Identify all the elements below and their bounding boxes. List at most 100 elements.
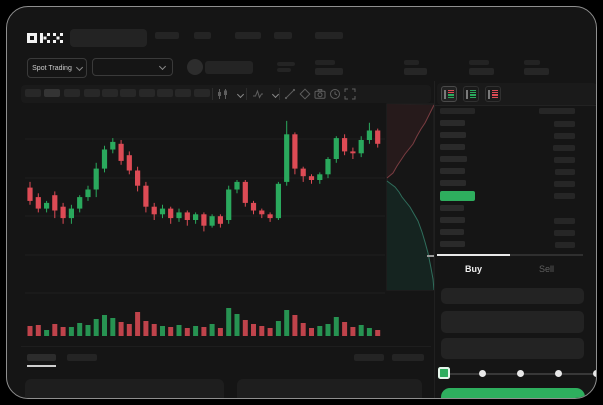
book-glyph-bar xyxy=(488,89,490,99)
book-glyph-row xyxy=(448,91,454,94)
toolbar-divider xyxy=(246,88,247,100)
price-placeholder xyxy=(277,62,295,66)
candle-type-icon[interactable] xyxy=(217,88,229,100)
book-glyph-row xyxy=(492,94,498,96)
slider-stop-25[interactable] xyxy=(478,370,486,377)
toolbar-button-placeholder[interactable] xyxy=(120,89,136,97)
toolbar-divider xyxy=(279,88,280,100)
trade-mode-label: Spot Trading xyxy=(32,64,72,72)
trade-mode-dropdown[interactable]: Spot Trading xyxy=(27,58,87,78)
chart-scale-button[interactable] xyxy=(354,354,384,361)
book-glyph xyxy=(486,87,500,101)
toolbar-button-placeholder[interactable] xyxy=(84,89,100,97)
nav-item-placeholder[interactable] xyxy=(274,32,292,39)
ask-size-placeholder[interactable] xyxy=(554,157,575,163)
bottom-tab-underline xyxy=(27,365,56,367)
stat-label-placeholder xyxy=(315,60,335,65)
ask-size-placeholder[interactable] xyxy=(555,169,575,175)
last-size-placeholder xyxy=(554,193,575,199)
price-field[interactable] xyxy=(441,311,584,333)
alert-clock-icon[interactable] xyxy=(329,88,341,100)
okx-logo[interactable] xyxy=(27,30,65,46)
search-input[interactable] xyxy=(70,29,147,47)
order-type-field[interactable] xyxy=(441,288,584,304)
stat-label-placeholder xyxy=(404,60,419,65)
history-panel xyxy=(237,379,422,398)
bid-size-placeholder[interactable] xyxy=(555,242,575,248)
chevron-down-icon xyxy=(75,63,83,71)
bottom-tab[interactable] xyxy=(67,354,97,361)
book-glyph xyxy=(442,87,456,101)
amount-field[interactable] xyxy=(441,338,584,359)
ask-price-placeholder[interactable] xyxy=(440,132,466,138)
book-glyph-row xyxy=(448,96,454,99)
book-bids-only-toggle-icon[interactable] xyxy=(463,86,479,102)
bid-size-placeholder[interactable] xyxy=(554,230,575,236)
orderbook-rows xyxy=(437,106,596,254)
trade-tabs: Buy Sell xyxy=(437,254,583,280)
toolbar-button-placeholder[interactable] xyxy=(44,89,60,97)
book-combined-toggle-icon[interactable] xyxy=(441,86,457,102)
bid-price-placeholder[interactable] xyxy=(440,205,464,211)
buy-submit-button[interactable] xyxy=(441,388,585,398)
amount-slider-handle[interactable] xyxy=(438,367,450,379)
book-glyph-row xyxy=(470,91,476,94)
camera-icon[interactable] xyxy=(314,88,326,100)
book-glyph xyxy=(464,87,478,101)
app-window: Spot Trading xyxy=(6,6,597,399)
bid-price-placeholder[interactable] xyxy=(440,217,465,223)
fullscreen-icon[interactable] xyxy=(344,88,356,100)
toolbar-button-placeholder[interactable] xyxy=(157,89,173,97)
nav-item-placeholder[interactable] xyxy=(235,32,261,39)
stat-value-placeholder xyxy=(524,68,549,75)
candlestick-chart[interactable] xyxy=(25,102,437,342)
buy-tab[interactable]: Buy xyxy=(437,254,510,280)
bottom-tab-active[interactable] xyxy=(27,354,56,361)
ask-size-placeholder[interactable] xyxy=(554,133,575,139)
bid-price-placeholder[interactable] xyxy=(440,229,464,235)
market-selector-dropdown[interactable] xyxy=(92,58,173,76)
ask-size-placeholder[interactable] xyxy=(554,121,575,127)
book-asks-only-toggle-icon[interactable] xyxy=(485,86,501,102)
slider-stop-75[interactable] xyxy=(554,370,562,377)
ob-header-size xyxy=(539,108,575,114)
stat-value-placeholder xyxy=(404,68,427,75)
stat-label-placeholder xyxy=(524,60,540,65)
nav-item-placeholder[interactable] xyxy=(194,32,211,39)
ask-price-placeholder[interactable] xyxy=(440,180,466,186)
ask-size-placeholder[interactable] xyxy=(554,181,575,187)
ask-price-placeholder[interactable] xyxy=(440,144,465,150)
stat-value-placeholder xyxy=(315,68,343,75)
ask-price-placeholder[interactable] xyxy=(440,168,465,174)
ask-price-placeholder[interactable] xyxy=(440,156,467,162)
toolbar-button-placeholder[interactable] xyxy=(139,89,155,97)
panel-divider xyxy=(434,81,435,398)
orderbook-toolbar xyxy=(437,83,596,105)
book-glyph-row xyxy=(470,96,476,99)
book-glyph-row xyxy=(448,89,454,92)
toolbar-button-placeholder[interactable] xyxy=(102,89,118,97)
orderbook-divider xyxy=(435,105,596,106)
chart-scale-button[interactable] xyxy=(392,354,424,361)
slider-stop-100[interactable] xyxy=(592,370,596,377)
indicators-icon[interactable] xyxy=(252,88,264,100)
nav-item-placeholder[interactable] xyxy=(315,32,343,39)
ask-size-placeholder[interactable] xyxy=(553,145,575,151)
chevron-down-icon xyxy=(158,62,167,70)
bid-price-placeholder[interactable] xyxy=(440,241,465,247)
ask-price-placeholder[interactable] xyxy=(440,120,465,126)
draw-icon[interactable] xyxy=(299,88,311,100)
slider-stop-50[interactable] xyxy=(516,370,524,377)
nav-item-placeholder[interactable] xyxy=(155,32,179,39)
toolbar-button-placeholder[interactable] xyxy=(64,89,80,97)
toolbar-button-placeholder[interactable] xyxy=(25,89,41,97)
toolbar-button-placeholder[interactable] xyxy=(175,89,191,97)
book-glyph-row xyxy=(492,89,498,92)
pair-name-placeholder xyxy=(205,61,253,74)
bid-size-placeholder[interactable] xyxy=(554,218,575,224)
toolbar-button-placeholder[interactable] xyxy=(194,89,210,97)
last-price-bar[interactable] xyxy=(440,191,475,201)
sell-tab[interactable]: Sell xyxy=(510,254,583,280)
line-tool-icon[interactable] xyxy=(284,88,296,100)
